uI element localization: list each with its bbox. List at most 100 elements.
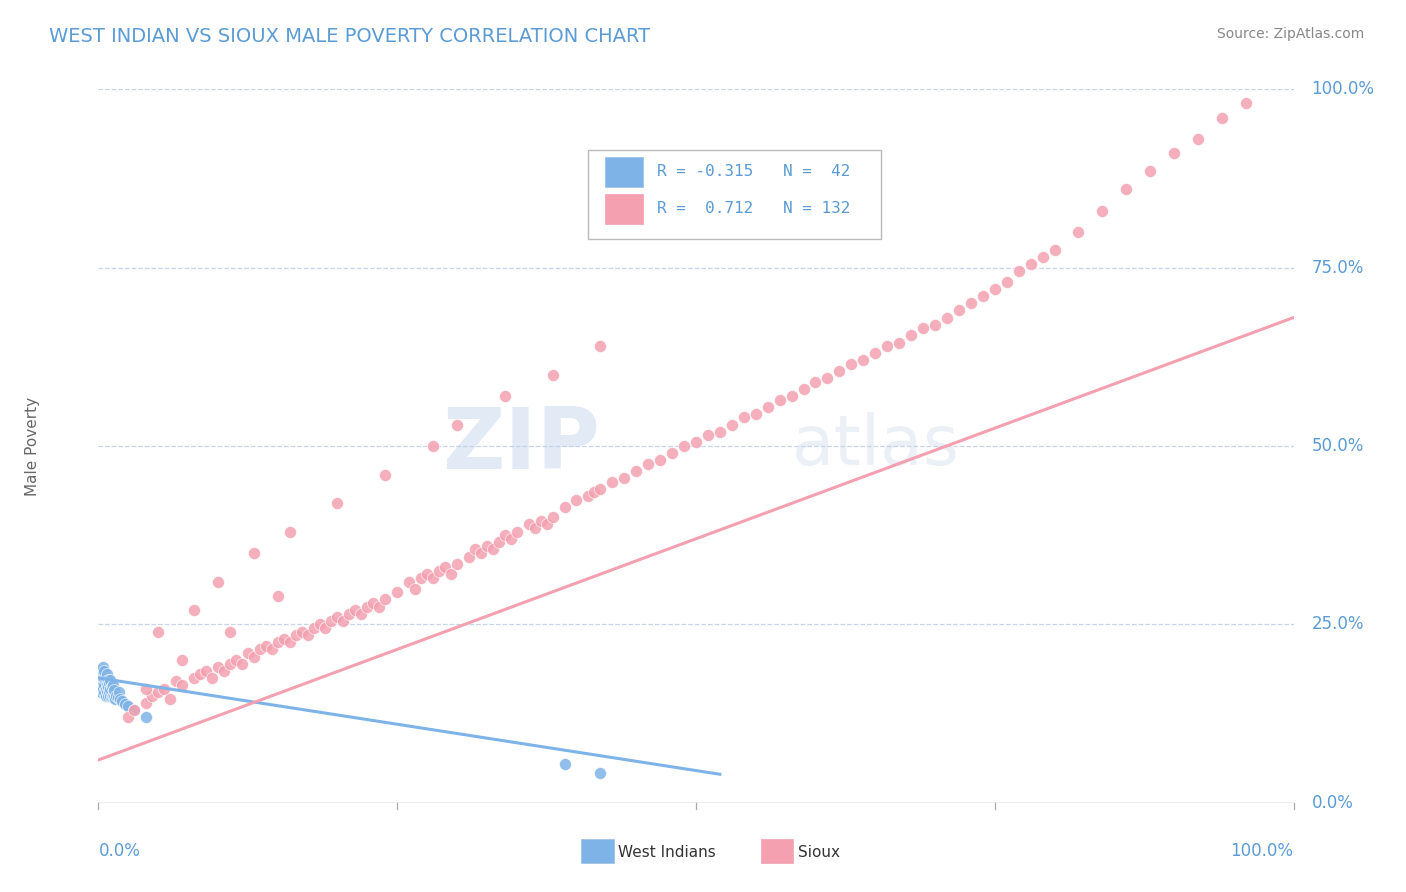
Point — [661, 446, 683, 460]
Point — [332, 614, 354, 628]
Text: 75.0%: 75.0% — [1312, 259, 1364, 277]
Point — [589, 765, 612, 780]
Point — [1234, 96, 1257, 111]
Point — [243, 649, 266, 664]
FancyBboxPatch shape — [589, 150, 882, 239]
Point — [278, 635, 301, 649]
Point — [440, 567, 463, 582]
Point — [96, 667, 118, 681]
Point — [93, 671, 115, 685]
Point — [865, 346, 887, 360]
Point — [212, 664, 235, 678]
Point — [207, 574, 229, 589]
Point — [481, 542, 505, 557]
Point — [709, 425, 731, 439]
Point — [97, 673, 120, 687]
Point — [368, 599, 391, 614]
Point — [172, 653, 194, 667]
Point — [326, 496, 349, 510]
Point — [93, 664, 115, 678]
Point — [793, 382, 815, 396]
Point — [374, 467, 396, 482]
Text: 25.0%: 25.0% — [1312, 615, 1364, 633]
Point — [475, 539, 498, 553]
Point — [673, 439, 696, 453]
Point — [404, 582, 426, 596]
Point — [183, 603, 205, 617]
Point — [124, 703, 146, 717]
Point — [91, 671, 114, 685]
Point — [470, 546, 492, 560]
Point — [93, 685, 115, 699]
Text: WEST INDIAN VS SIOUX MALE POVERTY CORRELATION CHART: WEST INDIAN VS SIOUX MALE POVERTY CORREL… — [49, 27, 651, 45]
Point — [243, 546, 266, 560]
Point — [494, 389, 516, 403]
Point — [578, 489, 600, 503]
Point — [446, 417, 468, 432]
Text: 100.0%: 100.0% — [1230, 842, 1294, 860]
Point — [434, 560, 457, 574]
Point — [93, 678, 115, 692]
Point — [225, 653, 247, 667]
Point — [1091, 203, 1114, 218]
Point — [135, 710, 157, 724]
Point — [101, 689, 124, 703]
Point — [565, 492, 588, 507]
Point — [108, 692, 131, 706]
Point — [148, 685, 170, 699]
Point — [780, 389, 803, 403]
Point — [98, 676, 121, 690]
Point — [172, 678, 194, 692]
Point — [219, 624, 242, 639]
Point — [972, 289, 994, 303]
Point — [124, 703, 146, 717]
Point — [427, 564, 450, 578]
Point — [1115, 182, 1137, 196]
FancyBboxPatch shape — [605, 194, 644, 224]
Point — [97, 680, 120, 694]
Point — [183, 671, 205, 685]
Point — [291, 624, 314, 639]
Point — [613, 471, 636, 485]
Point — [411, 571, 433, 585]
Point — [464, 542, 486, 557]
Text: atlas: atlas — [792, 412, 959, 480]
Point — [135, 696, 157, 710]
Text: 100.0%: 100.0% — [1312, 80, 1375, 98]
Point — [841, 357, 863, 371]
Point — [273, 632, 295, 646]
Point — [626, 464, 648, 478]
Text: ZIP: ZIP — [443, 404, 600, 488]
Point — [219, 657, 242, 671]
Point — [91, 674, 114, 689]
Point — [96, 685, 118, 699]
Point — [1008, 264, 1031, 278]
Point — [422, 439, 444, 453]
Point — [1019, 257, 1042, 271]
Point — [984, 282, 1007, 296]
Point — [900, 328, 922, 343]
Point — [936, 310, 959, 325]
Point — [536, 517, 558, 532]
Point — [385, 585, 409, 599]
Point — [499, 532, 522, 546]
Point — [1163, 146, 1185, 161]
Point — [135, 681, 157, 696]
Text: Sioux: Sioux — [797, 845, 839, 860]
Point — [90, 685, 112, 699]
Point — [541, 510, 564, 524]
Point — [141, 689, 163, 703]
Point — [107, 690, 129, 705]
Point — [103, 690, 125, 705]
Text: 0.0%: 0.0% — [98, 842, 141, 860]
Point — [1211, 111, 1233, 125]
Point — [422, 571, 444, 585]
Point — [114, 698, 136, 712]
Point — [91, 660, 114, 674]
Point — [339, 607, 361, 621]
Point — [267, 635, 290, 649]
Point — [153, 681, 176, 696]
Point — [284, 628, 307, 642]
Point — [96, 678, 118, 692]
Point — [446, 557, 468, 571]
